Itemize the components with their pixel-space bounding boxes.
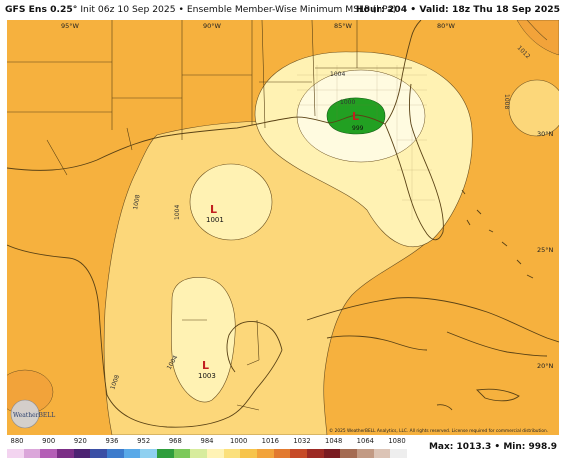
lon-label-90w: 90°W xyxy=(203,22,222,30)
min-label: Min: xyxy=(503,442,526,452)
lat-label-25n: 25°N xyxy=(537,246,554,254)
colorbar-tick-label: 920 xyxy=(73,437,87,445)
colorbar-swatch xyxy=(7,449,24,458)
colorbar-swatch xyxy=(107,449,124,458)
colorbar-swatch xyxy=(90,449,108,458)
contour-1004-yucatan xyxy=(171,277,236,403)
colorbar-tick-label: 968 xyxy=(168,437,182,445)
lon-label-80w: 80°W xyxy=(437,22,456,30)
colorbar-swatch xyxy=(190,449,208,458)
contour-label: 1004 xyxy=(330,71,345,78)
stats-separator: • xyxy=(494,442,501,452)
model-name: GFS Ens 0.25° xyxy=(5,4,78,15)
colorbar-swatch xyxy=(23,449,41,458)
low-marker-yucatan: L xyxy=(202,359,209,372)
title-separator: • xyxy=(410,4,417,15)
colorbar-tick-labels: 880 900 920 936 952 968 984 1000 1016 1032 1048 106… xyxy=(7,436,407,448)
copyright-notice: © 2025 WeatherBELL Analytics, LLC. All r… xyxy=(329,427,548,434)
colorbar-swatch xyxy=(123,449,141,458)
contour-label: 1000 xyxy=(340,99,355,106)
weatherbell-logo: WeatherBELL xyxy=(10,399,55,429)
colorbar-swatch xyxy=(223,449,241,458)
county-lines xyxy=(297,65,435,220)
svg-text:WeatherBELL: WeatherBELL xyxy=(13,412,55,419)
field-stats: Max: 1013.3 • Min: 998.9 xyxy=(429,442,557,452)
colorbar-tick-label: 1016 xyxy=(261,437,279,445)
low-value-florida: 999 xyxy=(352,125,364,132)
colorbar-tick-label: 1048 xyxy=(325,437,343,445)
colorbar-tick-label: 1000 xyxy=(230,437,248,445)
title-separator: • xyxy=(178,4,184,15)
colorbar-swatch xyxy=(157,449,174,458)
colorbar-tick-label: 1032 xyxy=(293,437,311,445)
title-right: Hour: 204 • Valid: 18z Thu 18 Sep 2025 xyxy=(356,4,560,15)
colorbar-swatch xyxy=(390,449,408,458)
colorbar-swatch xyxy=(257,449,274,458)
colorbar-swatch xyxy=(290,449,308,458)
colorbar-tick-label: 1080 xyxy=(388,437,406,445)
low-value-yucatan: 1003 xyxy=(198,372,216,380)
political-borders xyxy=(7,20,412,411)
colorbar-swatch xyxy=(323,449,341,458)
colorbar-tick-label: 936 xyxy=(105,437,119,445)
low-marker-central-gulf: L xyxy=(210,203,217,216)
valid-value: 18z Thu 18 Sep 2025 xyxy=(451,4,560,15)
contour-label: 1008 xyxy=(132,194,142,210)
lon-label-95w: 95°W xyxy=(61,22,80,30)
contour-label: 1004 xyxy=(174,205,181,220)
max-label: Max: xyxy=(428,442,454,452)
contour-label: 1008 xyxy=(109,374,121,391)
low-value-central-gulf: 1001 xyxy=(206,216,224,224)
map-panel[interactable]: 95°W 90°W 85°W 80°W 30°N 25°N 20°N 1012 … xyxy=(7,20,559,435)
contour-label: 1008 xyxy=(503,94,510,109)
colorbar-strip xyxy=(7,449,408,458)
below-1000-region xyxy=(326,97,386,135)
contour-1004-central-gulf xyxy=(189,163,273,241)
hour-value: 204 xyxy=(387,4,408,15)
colorbar-swatch xyxy=(340,449,358,458)
colorbar-swatch xyxy=(207,449,224,458)
colorbar-swatch xyxy=(357,449,374,458)
colorbar-swatch xyxy=(240,449,258,458)
hour-label: Hour: xyxy=(355,4,385,15)
colorbar-swatch xyxy=(173,449,191,458)
product-name: Ensemble Member-Wise Minimum MSLP (hPa) xyxy=(186,4,397,15)
colorbar-swatch xyxy=(73,449,91,458)
isobars xyxy=(526,20,548,41)
colorbar-tick-label: 900 xyxy=(42,437,56,445)
lon-label-85w: 85°W xyxy=(334,22,353,30)
colorbar-swatch xyxy=(373,449,391,458)
colorbar: 880 900 920 936 952 968 984 1000 1016 1032 1048 106… xyxy=(7,436,559,464)
colorbar-tick-label: 1064 xyxy=(356,437,374,445)
min-value: 998.9 xyxy=(528,442,557,452)
lat-label-20n: 20°N xyxy=(537,362,554,370)
init-time: Init 06z 10 Sep 2025 xyxy=(80,4,176,15)
coastlines xyxy=(7,20,559,428)
lat-label-30n: 30°N xyxy=(537,130,554,138)
colorbar-tick-label: 880 xyxy=(10,437,24,445)
title-left: GFS Ens 0.25° Init 06z 10 Sep 2025 • Ens… xyxy=(5,4,396,15)
colorbar-tick-label: 984 xyxy=(200,437,214,445)
colorbar-swatch xyxy=(40,449,58,458)
contour-1012-topright xyxy=(516,20,559,56)
colorbar-swatch xyxy=(307,449,324,458)
colorbar-swatch xyxy=(273,449,291,458)
max-value: 1013.3 xyxy=(456,442,492,452)
title-bar: GFS Ens 0.25° Init 06z 10 Sep 2025 • Ens… xyxy=(0,0,566,20)
colorbar-swatch xyxy=(140,449,158,458)
valid-label: Valid: xyxy=(419,4,449,15)
colorbar-swatch xyxy=(57,449,74,458)
contour-1008-atlantic xyxy=(508,79,559,137)
colorbar-tick-label: 952 xyxy=(137,437,151,445)
low-marker-florida: L xyxy=(352,110,359,123)
